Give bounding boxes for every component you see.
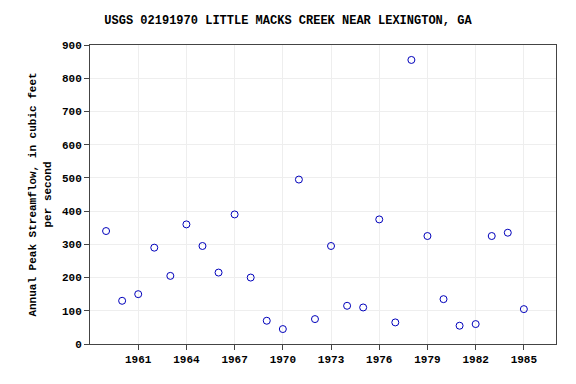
svg-text:600: 600 — [62, 140, 82, 152]
svg-text:1982: 1982 — [462, 354, 488, 366]
svg-text:200: 200 — [62, 272, 82, 284]
svg-text:800: 800 — [62, 73, 82, 85]
svg-text:1961: 1961 — [125, 354, 152, 366]
svg-text:Annual Peak Streamflow, in cub: Annual Peak Streamflow, in cubic feetper… — [27, 72, 53, 316]
svg-text:1964: 1964 — [173, 354, 200, 366]
svg-text:1976: 1976 — [366, 354, 392, 366]
svg-text:USGS 02191970 LITTLE MACKS CRE: USGS 02191970 LITTLE MACKS CREEK NEAR LE… — [104, 14, 472, 28]
svg-text:900: 900 — [62, 40, 82, 52]
svg-text:700: 700 — [62, 106, 82, 118]
svg-text:100: 100 — [62, 306, 82, 318]
svg-text:1967: 1967 — [221, 354, 247, 366]
svg-text:300: 300 — [62, 239, 82, 251]
svg-text:1970: 1970 — [270, 354, 296, 366]
svg-text:0: 0 — [75, 339, 82, 351]
svg-text:400: 400 — [62, 206, 82, 218]
svg-text:500: 500 — [62, 173, 82, 185]
svg-text:1979: 1979 — [414, 354, 440, 366]
svg-text:1973: 1973 — [318, 354, 345, 366]
svg-text:1985: 1985 — [511, 354, 538, 366]
